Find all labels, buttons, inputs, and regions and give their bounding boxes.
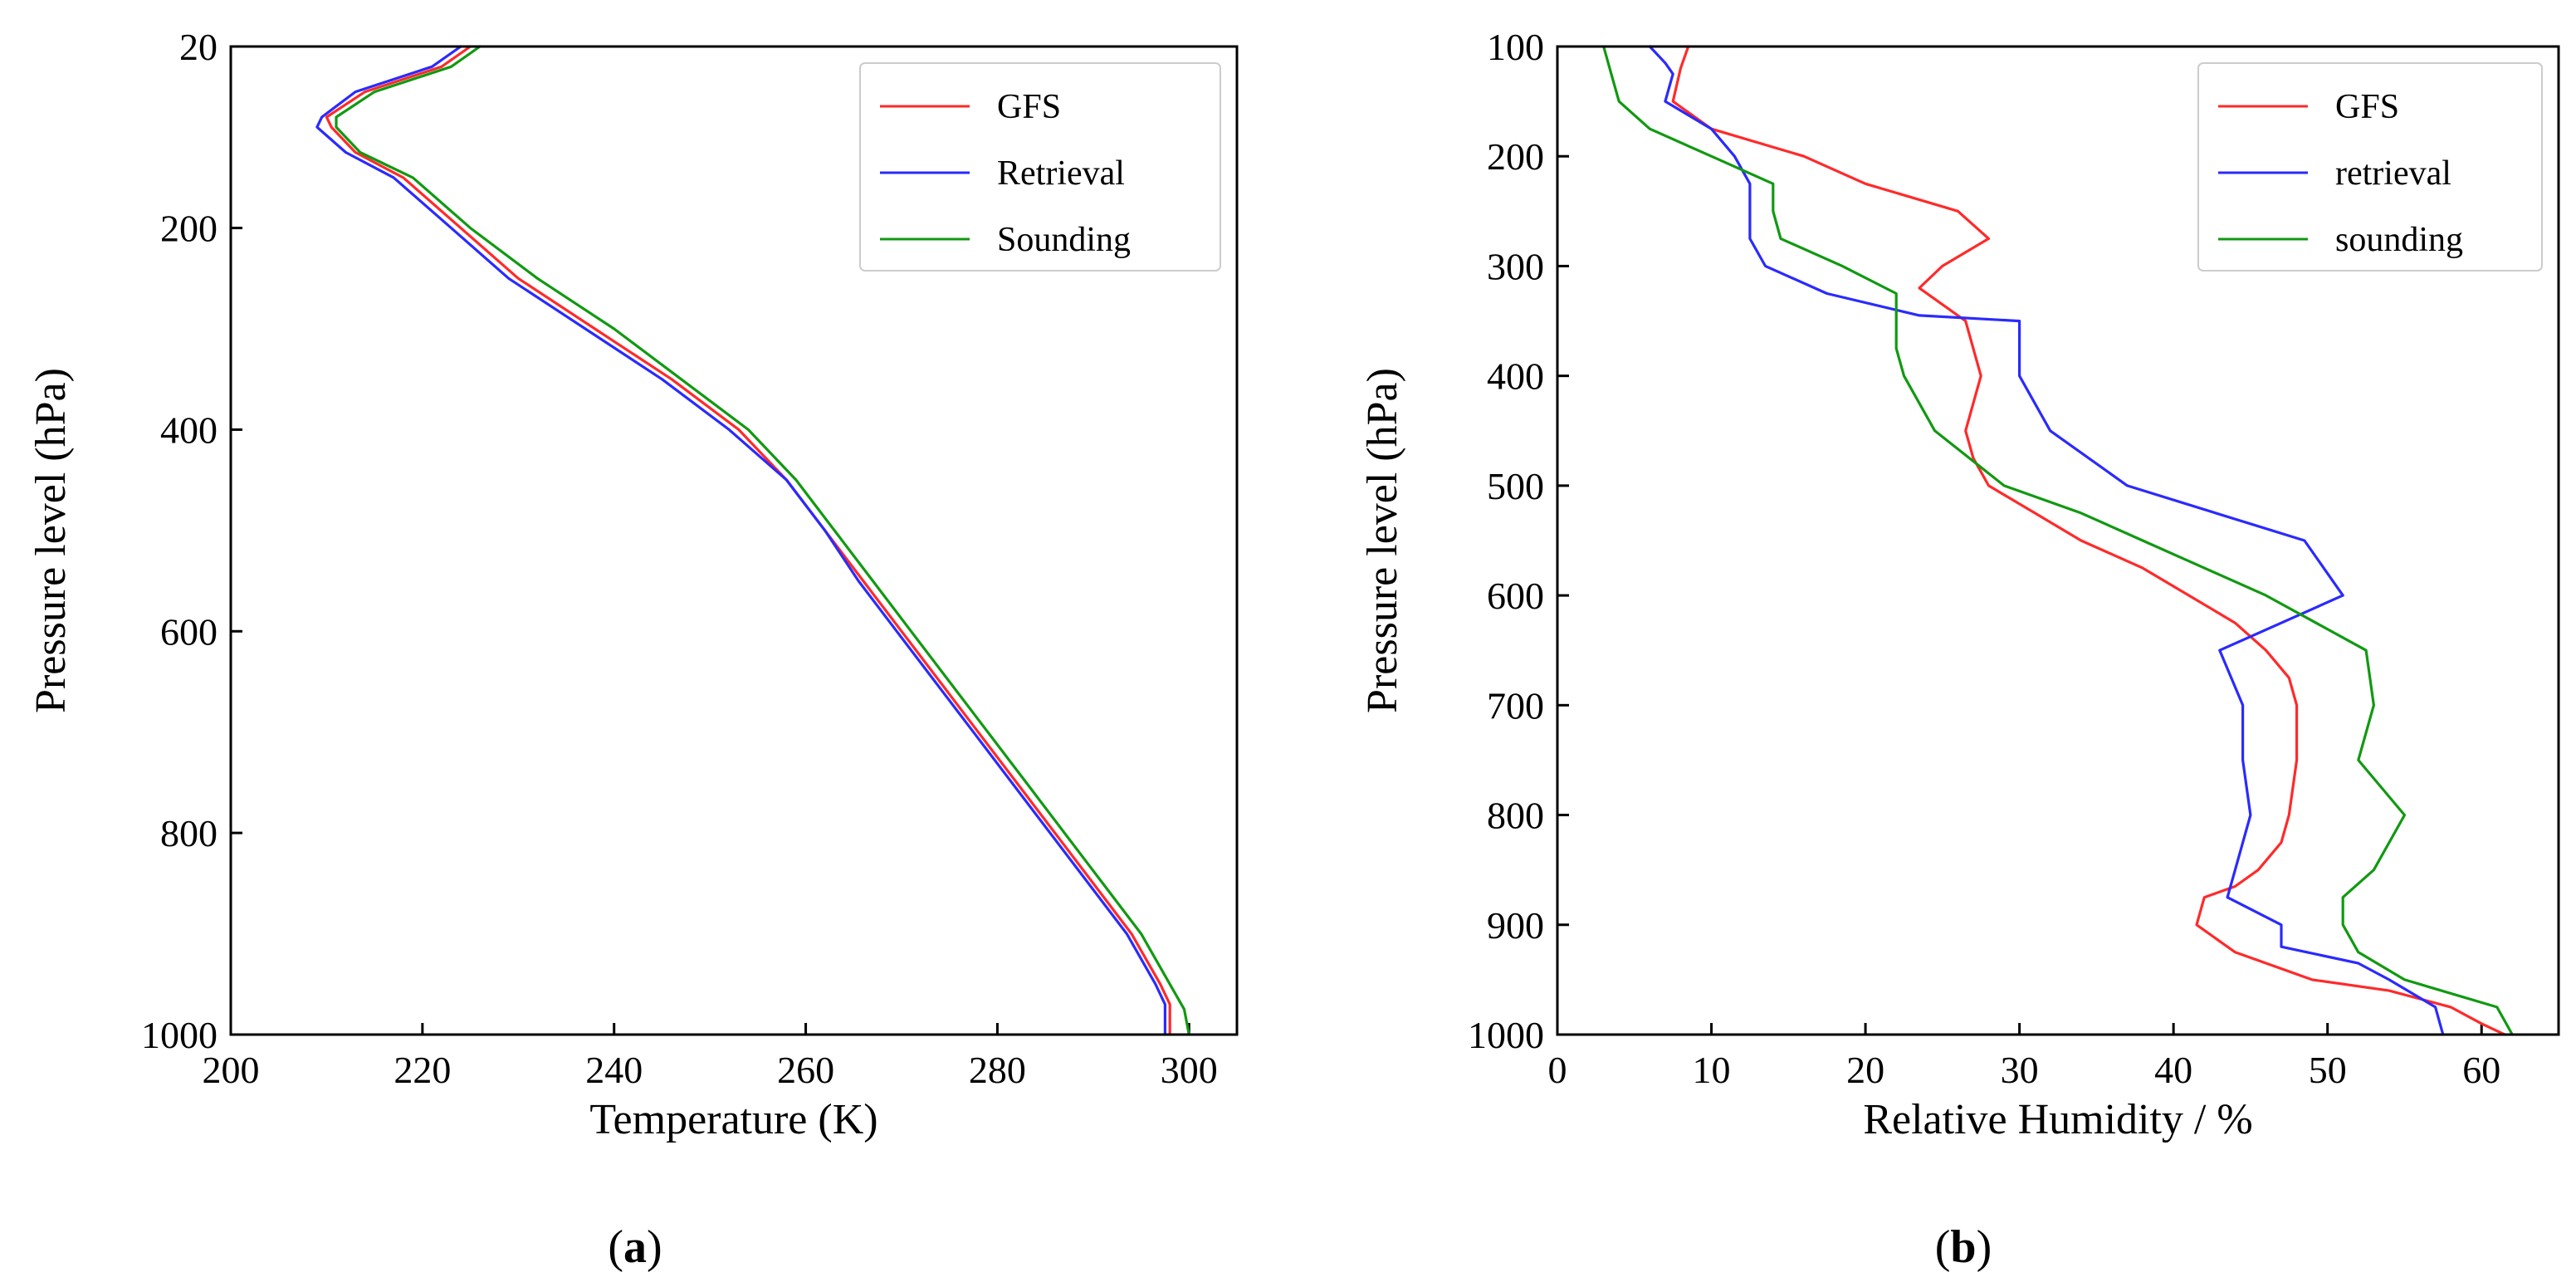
panel-b-y-tick-label: 200 [1487,135,1544,178]
panel-a-legend-label-retrieval: Retrieval [997,154,1125,193]
panel-a-x-tick-label: 280 [969,1049,1026,1091]
panel-a-caption: (a) [608,1221,662,1273]
panel-b-y-axis-label: Pressure level (hPa) [1359,368,1406,713]
panel-b-series [1602,45,2514,1036]
panel-b-series-line-retrieval [1648,45,2445,1036]
panel-b-caption: (b) [1935,1221,1992,1273]
panel-a-y-tick-label: 800 [160,812,218,854]
panel-a-y-tick-label: 20 [179,26,218,68]
panel-b-y-tick-label: 700 [1487,684,1544,727]
panel-b-series-line-sounding [1602,45,2514,1036]
panel-b-x-tick-label: 40 [2154,1049,2192,1091]
panel-b-x-tick-label: 50 [2309,1049,2347,1091]
panel-a-ticks: 200 220 240 260 280 300 20 200 400 600 800 1000 [141,26,1218,1091]
panel-a-temperature-chart: 200 220 240 260 280 300 20 200 400 600 800 1000 Tem… [27,26,1239,1273]
panel-b-y-tick-label: 400 [1487,355,1544,398]
panel-a-x-tick-label: 300 [1161,1049,1218,1091]
panel-b-series-line-gfs [1671,45,2506,1036]
panel-a-x-tick-label: 220 [393,1049,451,1091]
panel-a-y-tick-label: 1000 [141,1014,218,1056]
panel-a-y-tick-label: 600 [160,610,218,653]
panel-b-y-tick-label: 900 [1487,904,1544,947]
panel-b-x-tick-label: 30 [2001,1049,2039,1091]
panel-b-humidity-chart: 0 10 20 30 40 50 60 100 200 300 400 500 600 700 800 900… [1359,26,2560,1273]
panel-b-legend-label-sounding: sounding [2335,221,2463,259]
panel-b-y-tick-label: 300 [1487,245,1544,287]
panel-a-x-tick-label: 200 [203,1049,260,1091]
panel-b-legend-label-gfs: GFS [2335,88,2399,126]
panel-a-series [315,45,1190,1036]
panel-b-x-tick-label: 60 [2462,1049,2500,1091]
panel-b-legend-box [2197,62,2543,272]
panel-a-series-line-retrieval [315,45,1167,1036]
panel-b-x-tick-label: 10 [1693,1049,1731,1091]
panel-a-legend-label-gfs: GFS [997,88,1061,126]
panel-a-x-axis-label: Temperature (K) [589,1096,877,1143]
panel-b-legend: GFS retrieval sounding [2197,62,2543,272]
panel-a-legend-box [859,62,1221,272]
panel-a-y-tick-label: 400 [160,409,218,451]
panel-a-x-tick-label: 240 [585,1049,643,1091]
panel-b-x-tick-label: 20 [1846,1049,1884,1091]
panel-b-x-axis-label: Relative Humidity / % [1863,1096,2252,1143]
panel-a-plot-frame [229,45,1239,1036]
panel-a-y-tick-label: 200 [160,208,218,250]
panel-a-y-axis-label: Pressure level (hPa) [27,368,75,713]
panel-b-y-tick-label: 100 [1487,26,1544,68]
panel-b-plot-frame [1556,45,2560,1036]
panel-a-legend: GFS Retrieval Sounding [859,62,1221,272]
panel-b-y-tick-label: 800 [1487,795,1544,837]
panel-a-series-line-sounding [335,45,1190,1036]
panel-a-x-tick-label: 260 [777,1049,834,1091]
panel-b-ticks: 0 10 20 30 40 50 60 100 200 300 400 500 600 700 800 900… [1468,26,2500,1091]
panel-b-y-tick-label: 500 [1487,465,1544,507]
panel-a-legend-label-sounding: Sounding [997,221,1131,259]
panel-b-y-tick-label: 600 [1487,575,1544,617]
panel-b-legend-label-retrieval: retrieval [2335,154,2451,193]
panel-b-y-tick-label: 1000 [1468,1014,1544,1056]
panel-b-x-tick-label: 0 [1548,1049,1567,1091]
